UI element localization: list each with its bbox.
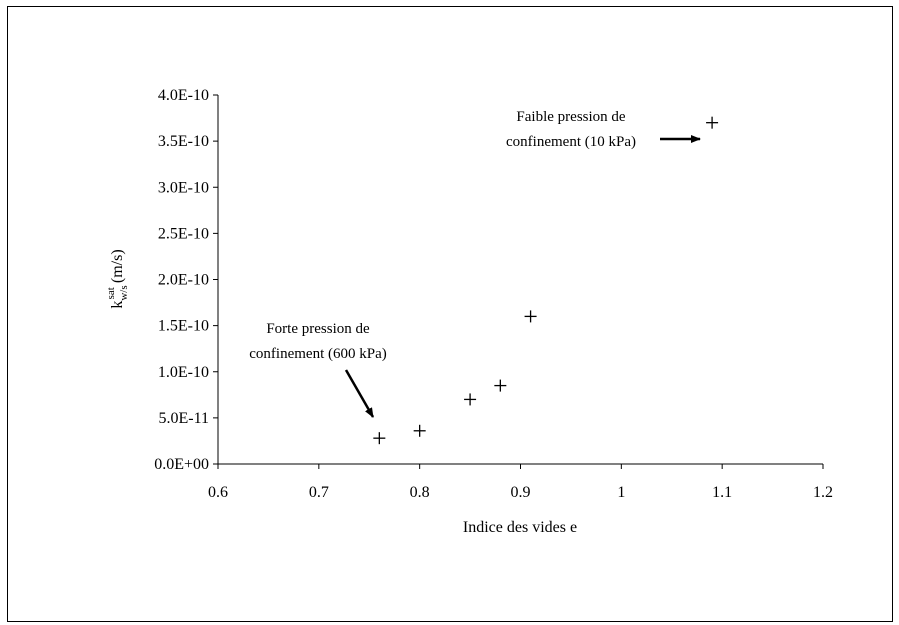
- annotations: Forte pression de confinement (600 kPa) …: [249, 109, 701, 418]
- y-tick-label: 2.0E-10: [158, 272, 209, 289]
- y-tick-label: 5.0E-11: [158, 410, 209, 427]
- y-tick-label: 2.5E-10: [158, 225, 209, 242]
- y-tick-label: 1.0E-10: [158, 364, 209, 381]
- x-tick-label: 0.6: [208, 484, 228, 501]
- x-tick-label: 1.2: [813, 484, 833, 501]
- x-tick-label: 0.8: [410, 484, 430, 501]
- y-axis-title-subscript: w/s: [118, 285, 130, 300]
- data-point: [706, 116, 719, 129]
- data-point: [494, 379, 507, 392]
- x-tick-label: 1.1: [712, 484, 732, 501]
- y-tick-label: 3.5E-10: [158, 133, 209, 150]
- x-tick-label: 1: [617, 484, 625, 501]
- y-axis-title-unit: (m/s): [109, 249, 126, 287]
- x-tick-label: 0.7: [309, 484, 329, 501]
- annotation-high-confinement-line1: Forte pression de: [266, 321, 370, 337]
- x-tick-label: 0.9: [511, 484, 531, 501]
- x-axis-title: Indice des vides e: [463, 519, 577, 536]
- y-axis-title: kw/ssat (m/s): [105, 249, 130, 308]
- y-tick-label: 0.0E+00: [154, 456, 209, 473]
- y-tick-label: 4.0E-10: [158, 87, 209, 104]
- y-tick-label: 3.0E-10: [158, 179, 209, 196]
- data-points: [373, 116, 719, 445]
- data-point: [373, 432, 386, 445]
- y-tick-label: 1.5E-10: [158, 318, 209, 335]
- data-point: [464, 393, 477, 406]
- annotation-low-confinement-line2: confinement (10 kPa): [506, 134, 636, 150]
- annotation-high-confinement-line2: confinement (600 kPa): [249, 346, 386, 362]
- arrow-high-confinement: [344, 369, 375, 418]
- chart-frame: [7, 6, 893, 622]
- annotation-low-confinement-line1: Faible pression de: [516, 109, 625, 125]
- data-point: [524, 310, 537, 323]
- y-axis-title-base: k: [109, 301, 126, 309]
- y-axis-title-superscript: sat: [105, 287, 117, 299]
- axes: 0.0E+00 5.0E-11 1.0E-10 1.5E-10 2.0E-10 2.5E-…: [154, 87, 833, 501]
- data-point: [413, 424, 426, 437]
